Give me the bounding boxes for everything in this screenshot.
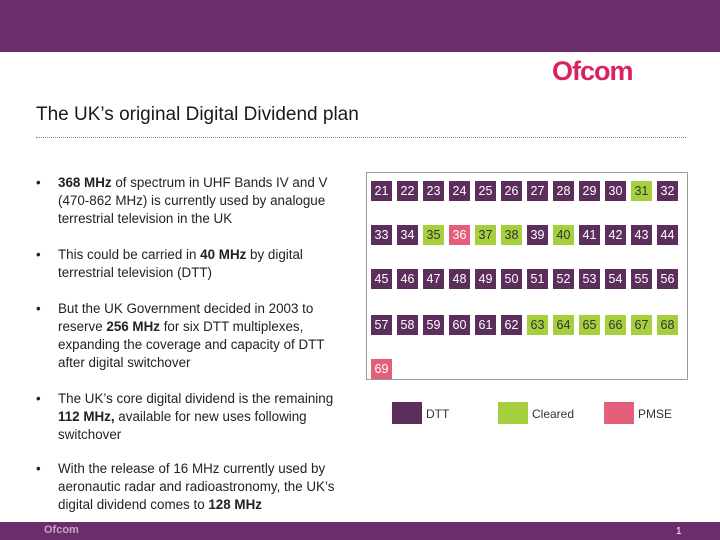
bullet-emphasis: 112 MHz, [58, 409, 115, 424]
channel-cell-60: 60 [449, 315, 470, 335]
channel-cell-47: 47 [423, 269, 444, 289]
bullet-text: This could be carried in 40 MHz by digit… [58, 247, 303, 280]
header-band [0, 0, 720, 52]
channel-cell-58: 58 [397, 315, 418, 335]
channel-cell-40: 40 [553, 225, 574, 245]
channel-cell-37: 37 [475, 225, 496, 245]
channel-cell-63: 63 [527, 315, 548, 335]
bullet-emphasis: 128 MHz [208, 497, 262, 512]
footer-band [0, 522, 720, 540]
channel-cell-50: 50 [501, 269, 522, 289]
channel-cell-46: 46 [397, 269, 418, 289]
channel-cell-30: 30 [605, 181, 626, 201]
page-title: The UK’s original Digital Dividend plan [36, 104, 359, 125]
legend-swatch-dtt [392, 402, 422, 424]
channel-cell-48: 48 [449, 269, 470, 289]
channel-cell-53: 53 [579, 269, 600, 289]
footer-logo: Ofcom [44, 524, 79, 536]
channel-cell-55: 55 [631, 269, 652, 289]
bullet-text: 368 MHz of spectrum in UHF Bands IV and … [58, 175, 328, 226]
channel-cell-49: 49 [475, 269, 496, 289]
channel-cell-44: 44 [657, 225, 678, 245]
title-divider [36, 137, 686, 138]
channel-cell-22: 22 [397, 181, 418, 201]
channel-cell-67: 67 [631, 315, 652, 335]
channel-cell-41: 41 [579, 225, 600, 245]
channel-cell-54: 54 [605, 269, 626, 289]
channel-cell-34: 34 [397, 225, 418, 245]
channel-cell-21: 21 [371, 181, 392, 201]
channel-cell-28: 28 [553, 181, 574, 201]
bullet-text: With the release of 16 MHz currently use… [58, 461, 335, 512]
channel-cell-66: 66 [605, 315, 626, 335]
channel-grid: 21 22 23 24 25 26 27 28 29 30 31 32 33 34 35 36 37 38 39 40… [366, 172, 688, 380]
channel-cell-31: 31 [631, 181, 652, 201]
legend-swatch-pmse [604, 402, 634, 424]
bullet-emphasis: 368 MHz [58, 175, 112, 190]
channel-cell-52: 52 [553, 269, 574, 289]
legend-label-pmse: PMSE [638, 407, 673, 421]
channel-cell-38: 38 [501, 225, 522, 245]
channel-cell-29: 29 [579, 181, 600, 201]
channel-cell-25: 25 [475, 181, 496, 201]
channel-cell-33: 33 [371, 225, 392, 245]
channel-cell-56: 56 [657, 269, 678, 289]
channel-cell-62: 62 [501, 315, 522, 335]
bullet-text: But the UK Government decided in 2003 to… [58, 301, 325, 370]
bullet-marker: • [36, 175, 41, 190]
channel-cell-27: 27 [527, 181, 548, 201]
bullet-marker: • [36, 247, 41, 262]
ofcom-logo: Ofcom [552, 56, 634, 86]
channel-cell-51: 51 [527, 269, 548, 289]
channel-cell-61: 61 [475, 315, 496, 335]
channel-cell-24: 24 [449, 181, 470, 201]
channel-cell-32: 32 [657, 181, 678, 201]
channel-cell-65: 65 [579, 315, 600, 335]
channel-cell-36: 36 [449, 225, 470, 245]
channel-cell-69: 69 [371, 359, 392, 379]
channel-cell-57: 57 [371, 315, 392, 335]
bullet-emphasis: 40 MHz [200, 247, 247, 262]
channel-cell-26: 26 [501, 181, 522, 201]
bullet-marker: • [36, 461, 41, 476]
legend-swatch-cleared [498, 402, 528, 424]
channel-cell-23: 23 [423, 181, 444, 201]
channel-cell-59: 59 [423, 315, 444, 335]
channel-cell-35: 35 [423, 225, 444, 245]
legend-label-cleared: Cleared [532, 407, 575, 421]
channel-cell-45: 45 [371, 269, 392, 289]
channel-cell-43: 43 [631, 225, 652, 245]
bullet-marker: • [36, 301, 41, 316]
bullet-marker: • [36, 391, 41, 406]
channel-cell-68: 68 [657, 315, 678, 335]
page-number: 1 [676, 526, 682, 537]
bullet-text: The UK’s core digital dividend is the re… [58, 391, 334, 442]
channel-cell-42: 42 [605, 225, 626, 245]
legend-label-dtt: DTT [426, 407, 450, 421]
channel-cell-39: 39 [527, 225, 548, 245]
channel-cell-64: 64 [553, 315, 574, 335]
bullet-emphasis: 256 MHz [106, 319, 160, 334]
